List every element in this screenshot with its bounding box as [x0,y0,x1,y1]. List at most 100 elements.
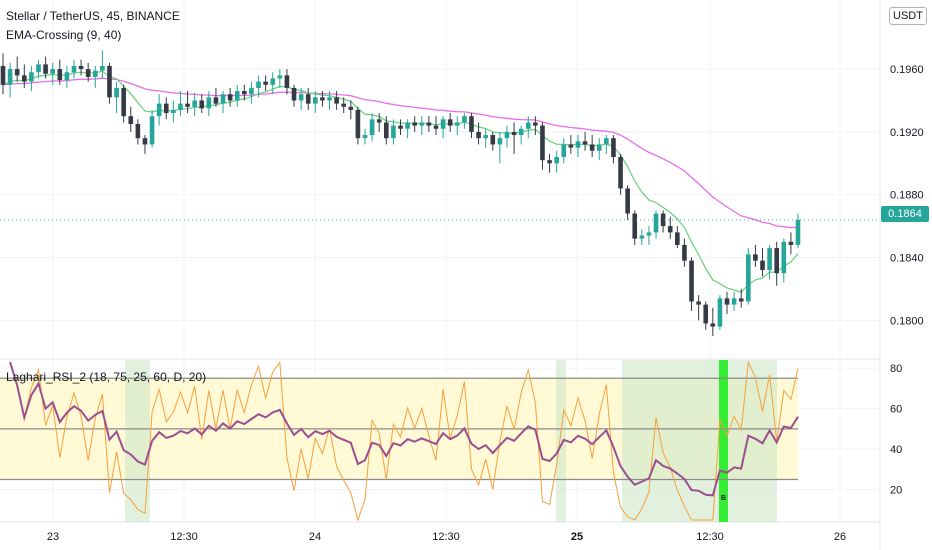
candle-body [29,72,34,82]
candle-body [192,100,197,107]
candle-body [135,124,141,139]
candle-body [178,103,183,110]
candle-body [462,116,467,123]
candle-body [561,144,567,158]
candle-body [149,116,155,145]
candle-body [206,97,212,109]
candle-body [625,188,630,214]
time-tick-label: 12:30 [170,531,198,543]
candle-body [355,109,361,139]
candle-body [675,232,680,245]
candle-body [298,94,304,101]
candle-body [71,65,77,73]
price-tick-label: 0.1800 [890,315,924,327]
candle-body [43,64,48,74]
candle-body [533,122,538,126]
price-tick-label: 0.1960 [890,64,924,76]
candle-body [391,125,396,139]
candle-body [263,81,268,85]
candle-body [504,131,510,139]
rsi-buy-bar [719,360,728,522]
candle-body [0,65,6,85]
candle-body [710,323,716,327]
rsi-levels [0,377,798,481]
candle-body [284,75,290,88]
candle-body [142,138,148,145]
candle-body [334,97,339,104]
candle-body [369,119,375,136]
rsi-main-line [9,361,799,497]
candle-body [511,131,517,136]
candle-body [781,241,787,274]
rsi-lines [9,360,799,522]
candle-body [618,157,623,189]
candle-body [100,65,105,71]
candle-body [746,254,751,302]
candle-body [156,103,162,117]
candle-body [249,87,254,95]
candle-body [291,87,297,101]
candle-body [667,226,673,233]
candle-body [256,81,261,88]
candle-body [419,122,425,126]
time-tick-label: 12:30 [432,531,460,543]
candle-body [554,157,559,164]
time-tick-label: 12:30 [696,531,724,543]
price-tick-label: 0.1840 [890,253,924,265]
candle-body [85,69,91,77]
candle-body [639,235,645,239]
candle-body [596,144,602,151]
time-tick-label: 24 [309,531,321,543]
rsi-green-zone [622,360,777,522]
candle-body [305,94,311,104]
last-price-label: 0.1864 [881,206,929,222]
time-tick-label: 26 [834,531,846,543]
candle-body [525,122,531,129]
candle-body [646,232,652,236]
currency-button[interactable]: USDT [889,7,927,25]
candle-body [426,122,432,126]
candle-body [774,248,780,274]
candle-body [185,103,190,107]
price-tick-label: 0.1920 [890,127,924,139]
time-tick-label: 25 [571,531,583,543]
candle-body [689,260,694,302]
time-tick-label: 23 [47,531,59,543]
candle-body [227,94,233,101]
ema-legend[interactable]: EMA-Crossing (9, 40) [6,28,122,42]
candle-body [383,122,389,139]
rsi-green-zone [556,360,566,522]
candle-body [518,128,524,136]
candle-body [738,298,744,302]
rsi-tick-label: 40 [890,444,902,456]
rsi-tick-label: 60 [890,404,902,416]
candle-body [483,135,488,139]
candle-body [540,125,545,161]
candle-body [717,298,723,327]
candle-body [213,97,219,104]
candle-body [589,144,595,151]
candle-body [632,213,638,239]
candle-body [760,260,765,271]
candle-body [497,138,503,145]
candle-body [795,219,801,245]
candle-body [348,106,354,110]
rsi-legend[interactable]: Laghari_RSI_2 (18, 75, 25, 60, D, 20) [6,370,207,384]
candle-body [731,298,737,305]
candle-body [604,138,609,145]
axes: 0.1800 0.1840 0.1880 0.1920 0.1960 20 40 60 80 23… [47,64,924,543]
buy-signal-label: B [721,495,726,502]
candle-body [92,70,98,77]
candle-body [21,75,27,82]
candle-body [78,65,84,70]
rsi-fast-line [9,360,799,522]
candle-body [270,78,276,85]
symbol-legend[interactable]: Stellar / TetherUS, 45, BINANCE [6,9,180,23]
candle-body [660,213,666,227]
candle-body [341,103,347,107]
candle-body [440,119,446,129]
candle-body [469,116,474,132]
candle-body [121,87,126,117]
candle-body [128,116,134,125]
candle-body [703,304,709,324]
